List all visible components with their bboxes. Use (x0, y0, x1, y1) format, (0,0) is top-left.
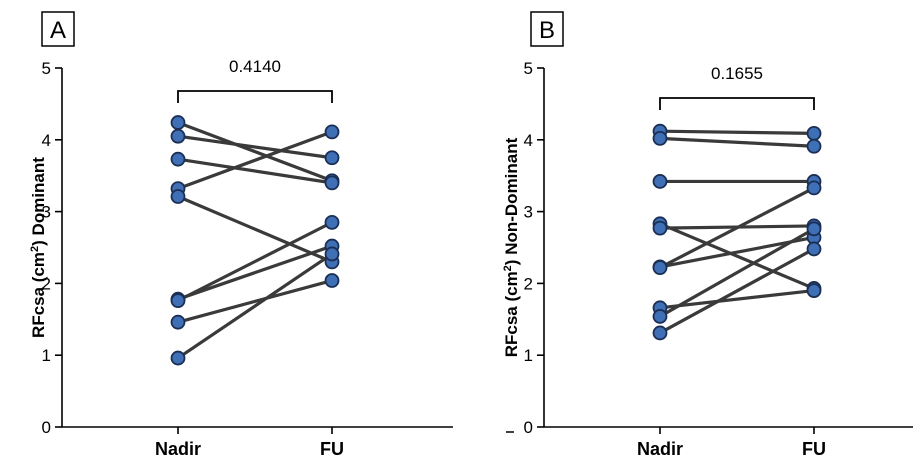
y-tick-label: 4 (524, 131, 533, 150)
data-point-nadir (172, 190, 185, 203)
paired-line (178, 254, 332, 358)
data-point-nadir (654, 326, 667, 339)
significance-bracket (178, 91, 332, 103)
data-point-fu (808, 242, 821, 255)
y-tick-label: 1 (524, 346, 533, 365)
paired-line (660, 138, 814, 146)
y-tick-label: 5 (524, 59, 533, 78)
data-point-fu (326, 125, 339, 138)
panel-label: B (539, 17, 555, 44)
p-value-label: 0.4140 (229, 57, 281, 76)
data-point-nadir (654, 132, 667, 145)
data-point-fu (326, 274, 339, 287)
x-tick-label: FU (320, 439, 344, 459)
y-tick-label: 0 (42, 418, 51, 437)
significance-bracket (660, 98, 814, 110)
data-point-fu (326, 216, 339, 229)
x-tick-label: Nadir (637, 439, 683, 459)
y-axis-title: RFcsa (cm2) Non-Dominant (502, 137, 521, 357)
paired-line (660, 229, 814, 317)
data-point-fu (326, 176, 339, 189)
y-tick-label: 0 (524, 418, 533, 437)
paired-line (178, 281, 332, 323)
y-tick-label: 1 (42, 346, 51, 365)
p-value-label: 0.1655 (711, 64, 763, 83)
data-point-nadir (172, 130, 185, 143)
data-point-fu (326, 247, 339, 260)
y-tick-label: 3 (524, 203, 533, 222)
y-tick-label: 4 (42, 131, 51, 150)
paired-line (178, 246, 332, 299)
data-point-fu (808, 140, 821, 153)
y-axis-title: RFcsa (cm2) Dominant (29, 157, 48, 338)
paired-line (178, 222, 332, 300)
data-point-nadir (172, 316, 185, 329)
data-point-fu (808, 222, 821, 235)
data-point-fu (808, 284, 821, 297)
panel-label: A (50, 17, 66, 44)
data-point-nadir (654, 175, 667, 188)
panel-b: B 0 1 2 3 4 5 Nadir FU RFcsa (cm2) Non-Dominant 0.… (502, 12, 913, 459)
data-point-nadir (172, 294, 185, 307)
data-point-nadir (654, 261, 667, 274)
y-tick-label: 2 (524, 274, 533, 293)
x-tick-label: FU (802, 439, 826, 459)
data-point-fu (326, 151, 339, 164)
data-point-nadir (172, 352, 185, 365)
data-point-nadir (654, 222, 667, 235)
paired-line (178, 197, 332, 262)
paired-line (660, 291, 814, 308)
data-point-fu (808, 127, 821, 140)
y-tick-label: 5 (42, 59, 51, 78)
data-point-nadir (172, 153, 185, 166)
data-point-nadir (654, 310, 667, 323)
paired-line (660, 131, 814, 133)
data-point-fu (808, 181, 821, 194)
x-tick-label: Nadir (155, 439, 201, 459)
data-point-nadir (172, 116, 185, 129)
